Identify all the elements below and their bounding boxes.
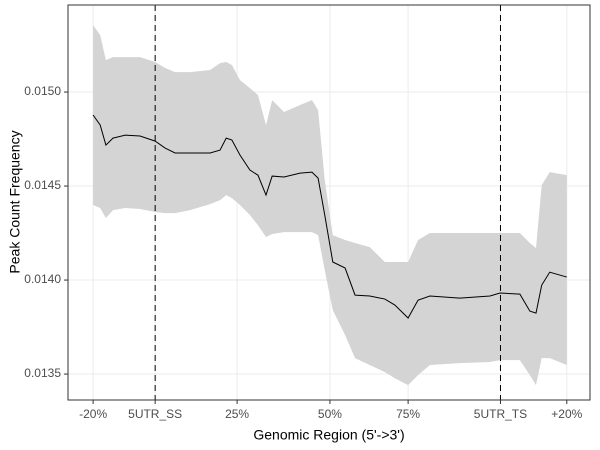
y-tick-label: 0.0140 [24, 272, 61, 286]
x-tick-label: 5UTR_TS [474, 407, 527, 421]
mean-line [92, 114, 567, 319]
x-tick-label: 25% [225, 407, 249, 421]
x-tick-label: +20% [551, 407, 582, 421]
x-tick-label: 50% [318, 407, 342, 421]
y-tick-label: 0.0135 [24, 366, 61, 380]
x-tick-label: 5UTR_SS [128, 407, 182, 421]
confidence-band [93, 25, 567, 386]
y-axis-title: Peak Count Frequency [7, 130, 23, 273]
x-tick-label: -20% [79, 407, 107, 421]
x-axis-title: Genomic Region (5'->3') [253, 427, 404, 443]
y-tick-label: 0.0150 [24, 84, 61, 98]
y-tick-label: 0.0145 [24, 178, 61, 192]
x-tick-label: 75% [396, 407, 420, 421]
plot-border [67, 4, 591, 401]
